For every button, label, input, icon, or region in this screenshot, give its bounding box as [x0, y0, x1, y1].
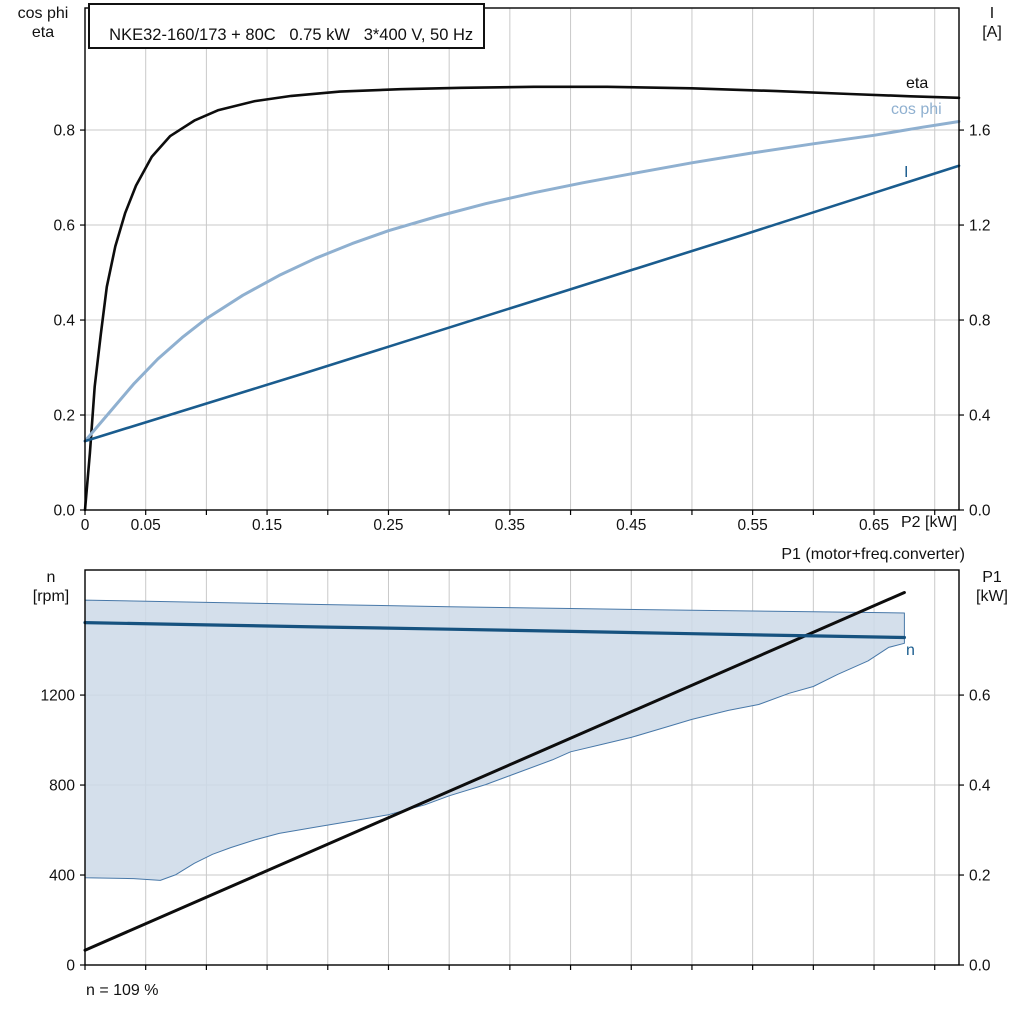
curve-p1	[83, 591, 906, 952]
n-axis-label: n	[46, 569, 56, 586]
y-tick-label-right: 1.6	[969, 123, 991, 140]
y-tick-label-left: 800	[49, 778, 75, 795]
x-tick-label: 0.35	[495, 517, 525, 534]
p1-annotation: P1 (motor+freq.converter)	[781, 546, 965, 563]
cosphi-axis-label: cos phi	[17, 5, 69, 22]
y-tick-label-left: 0.2	[53, 408, 75, 425]
bottom-right-axis-label: P1 [kW]	[964, 568, 1020, 606]
x-tick-label: 0.25	[373, 517, 403, 534]
bottom-left-axis-label: n [rpm]	[16, 568, 86, 606]
x-tick-label: 0	[81, 517, 90, 534]
y-tick-label-right: 0.2	[969, 868, 991, 885]
speed-note: n = 109 %	[86, 982, 159, 999]
chart-title-box: NKE32-160/173 + 80C 0.75 kW 3*400 V, 50 …	[88, 3, 486, 49]
p1-unit-label: [kW]	[976, 588, 1008, 605]
n-curve-label: n	[906, 642, 915, 659]
x-tick-label: 0.45	[616, 517, 646, 534]
n-unit-label: [rpm]	[32, 588, 70, 605]
y-tick-label-left: 0.8	[53, 123, 75, 140]
y-tick-label-right: 0.6	[969, 688, 991, 705]
x-tick-label: 0.65	[859, 517, 889, 534]
top-left-axis-label: cos phi eta	[4, 4, 82, 42]
y-tick-label-left: 0.4	[53, 313, 75, 330]
y-tick-label-right: 0.4	[969, 778, 991, 795]
bottom-panel: 0 400 800 1200 0.0 0.2 0.4 0.6	[41, 569, 991, 975]
y-tick-label-right: 0.8	[969, 313, 991, 330]
y-tick-label-left: 0.0	[53, 503, 75, 520]
y-tick-label-right: 0.4	[969, 408, 991, 425]
curve-current	[83, 164, 961, 443]
x-tick-label: 0.55	[738, 517, 768, 534]
y-tick-label-left: 1200	[41, 688, 76, 705]
curve-eta	[83, 85, 961, 512]
x-axis-label: P2 [kW]	[901, 514, 958, 531]
current-unit-label: [A]	[982, 24, 1002, 41]
y-tick-label-left: 0.6	[53, 218, 75, 235]
p1-axis-label: P1	[982, 569, 1002, 586]
cosphi-curve-label: cos phi	[891, 101, 942, 118]
current-curve-label: I	[904, 164, 909, 181]
eta-axis-label: eta	[31, 24, 55, 41]
y-tick-label-left: 0	[66, 958, 75, 975]
plot-frame	[84, 569, 960, 966]
y-tick-label-right: 1.2	[969, 218, 991, 235]
y-tick-label-left: 400	[49, 868, 75, 885]
curve-n	[83, 620, 907, 640]
current-axis-label: I	[989, 5, 995, 22]
curve-cosphi	[83, 120, 961, 443]
x-tick-label: 0.05	[131, 517, 161, 534]
eta-curve-label: eta	[906, 75, 929, 92]
speed-range-band	[84, 599, 905, 881]
plot-frame	[84, 7, 960, 511]
top-right-axis-label: I [A]	[964, 4, 1020, 42]
y-tick-label-right: 0.0	[969, 958, 991, 975]
top-panel: 0.0 0.2 0.4 0.6 0.8 0.0 0.4 0.8 1.2 1.6 0 0.05 0.15 0…	[53, 7, 991, 534]
chart-title: NKE32-160/173 + 80C 0.75 kW 3*400 V, 50 …	[109, 26, 474, 44]
x-tick-label: 0.15	[252, 517, 282, 534]
y-tick-label-right: 0.0	[969, 503, 991, 520]
